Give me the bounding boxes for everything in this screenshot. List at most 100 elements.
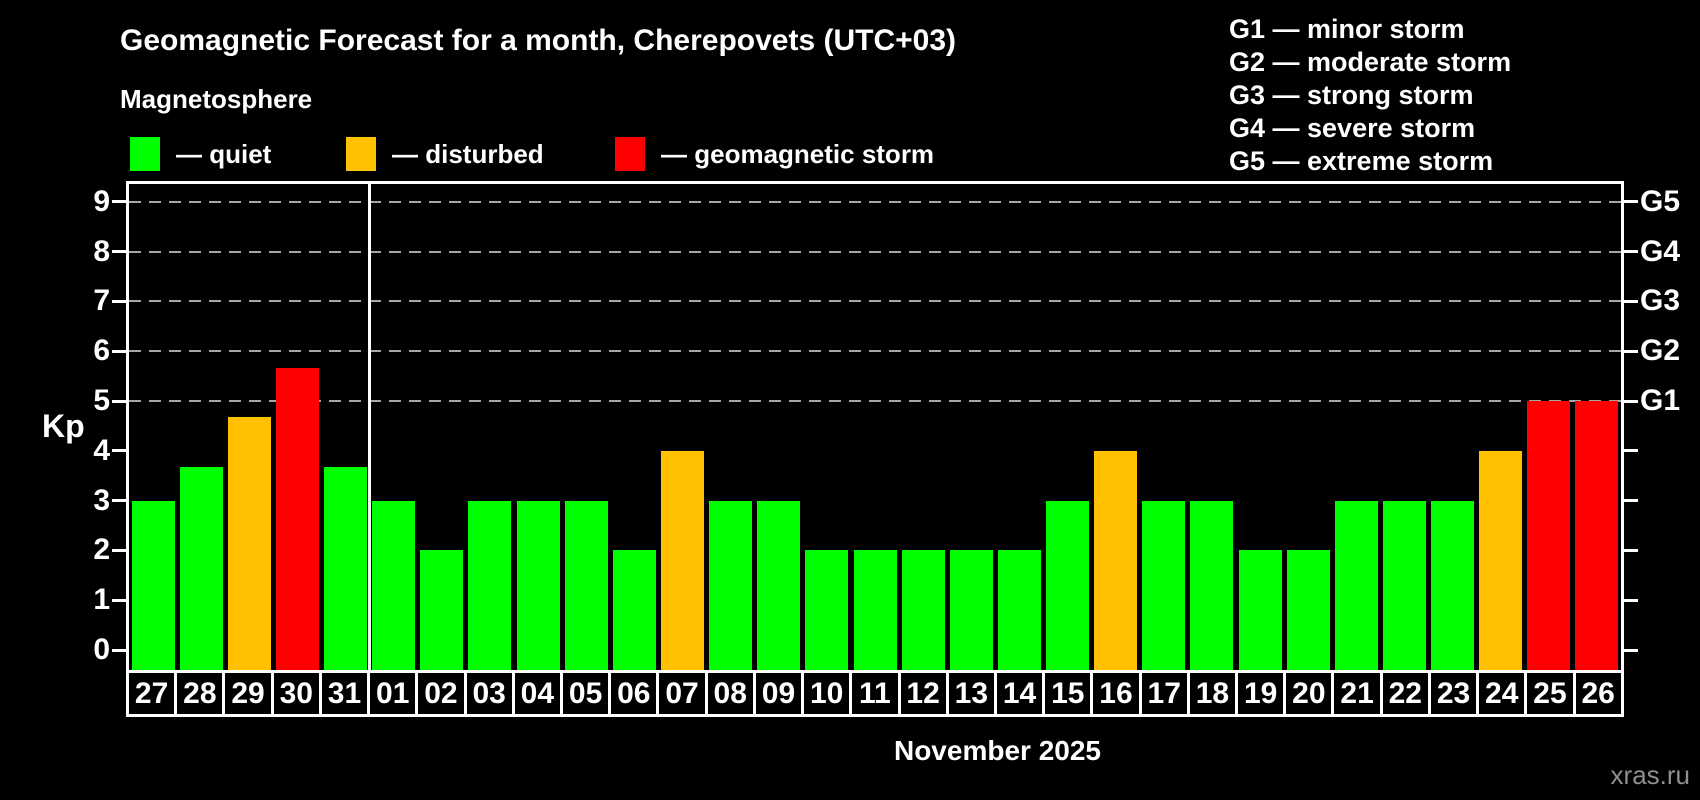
left-tick-label-9: 9 bbox=[93, 184, 110, 218]
kp-bar-10 bbox=[805, 550, 849, 670]
legend-label: — geomagnetic storm bbox=[661, 138, 935, 169]
right-tick-7 bbox=[1624, 299, 1638, 303]
date-cell-30: 30 bbox=[274, 673, 322, 714]
left-tick-4 bbox=[112, 449, 126, 453]
date-cell-08: 08 bbox=[708, 673, 756, 714]
kp-bar-04 bbox=[516, 500, 560, 670]
disturbed-swatch-icon bbox=[346, 137, 376, 171]
date-cell-05: 05 bbox=[563, 673, 612, 714]
left-tick-label-3: 3 bbox=[93, 483, 110, 517]
gridline-kp7 bbox=[129, 300, 1621, 303]
storm-scale-line-g1: G1 — minor storm bbox=[1229, 14, 1465, 44]
kp-bar-23 bbox=[1431, 500, 1475, 670]
date-cell-21: 21 bbox=[1334, 673, 1383, 714]
kp-bar-14 bbox=[997, 550, 1041, 670]
kp-bar-08 bbox=[709, 500, 753, 670]
date-cell-18: 18 bbox=[1190, 673, 1239, 714]
left-tick-5 bbox=[112, 399, 126, 403]
right-tick-1 bbox=[1624, 598, 1638, 602]
date-cell-09: 09 bbox=[756, 673, 805, 714]
date-cell-23: 23 bbox=[1431, 673, 1480, 714]
kp-bar-24 bbox=[1479, 450, 1523, 670]
right-axis-label-g1: G1 bbox=[1640, 384, 1681, 417]
kp-bar-02 bbox=[420, 550, 464, 670]
kp-bar-21 bbox=[1334, 500, 1378, 670]
date-cell-04: 04 bbox=[515, 673, 563, 714]
legend-label: — quiet bbox=[176, 138, 272, 169]
right-tick-3 bbox=[1624, 499, 1638, 503]
kp-bar-26 bbox=[1575, 401, 1619, 670]
left-tick-label-0: 0 bbox=[93, 633, 110, 666]
kp-bar-25 bbox=[1527, 401, 1571, 670]
legend-label: — disturbed bbox=[392, 138, 544, 169]
right-tick-5 bbox=[1624, 399, 1638, 403]
right-axis-label-g2: G2 bbox=[1640, 334, 1681, 368]
storm-scale-line-g3: G3 — strong storm bbox=[1229, 80, 1474, 110]
left-tick-label-6: 6 bbox=[93, 334, 110, 368]
right-tick-0 bbox=[1624, 648, 1638, 652]
kp-bar-03 bbox=[468, 500, 512, 670]
left-tick-2 bbox=[112, 548, 126, 552]
kp-bar-01 bbox=[372, 500, 416, 670]
kp-bar-30 bbox=[275, 367, 319, 670]
gridline-kp6 bbox=[129, 350, 1621, 353]
date-cell-02: 02 bbox=[418, 673, 467, 714]
date-cell-13: 13 bbox=[949, 673, 997, 714]
date-cell-17: 17 bbox=[1142, 673, 1190, 714]
month-separator bbox=[368, 184, 372, 670]
quiet-swatch-icon bbox=[130, 137, 160, 171]
kp-bar-16 bbox=[1094, 450, 1138, 670]
kp-bar-07 bbox=[660, 450, 704, 670]
left-tick-9 bbox=[112, 200, 126, 204]
date-cell-03: 03 bbox=[467, 673, 515, 714]
kp-bar-12 bbox=[901, 550, 945, 670]
storm-scale-legend: G1 — minor storm G2 — moderate storm G3 … bbox=[1229, 13, 1511, 178]
storm-scale-line-g4: G4 — severe storm bbox=[1229, 113, 1476, 143]
date-cell-24: 24 bbox=[1479, 673, 1528, 714]
kp-bar-31 bbox=[324, 467, 368, 670]
x-axis-title: November 2025 bbox=[893, 735, 1101, 766]
kp-bar-05 bbox=[564, 500, 608, 670]
storm-swatch-icon bbox=[615, 137, 645, 171]
storm-scale-line-g5: G5 — extreme storm bbox=[1229, 146, 1494, 176]
right-tick-2 bbox=[1624, 548, 1638, 552]
date-cell-22: 22 bbox=[1383, 673, 1431, 714]
y-axis-title: Kp bbox=[42, 408, 85, 444]
date-cell-19: 19 bbox=[1238, 673, 1287, 714]
plot-area bbox=[126, 181, 1624, 670]
kp-bar-19 bbox=[1238, 550, 1282, 670]
date-cell-07: 07 bbox=[659, 673, 708, 714]
date-cell-27: 27 bbox=[129, 673, 178, 714]
chart-title: Geomagnetic Forecast for a month, Cherep… bbox=[120, 24, 957, 57]
kp-bar-20 bbox=[1286, 550, 1330, 670]
right-tick-8 bbox=[1624, 250, 1638, 254]
gridline-kp8 bbox=[129, 250, 1621, 253]
kp-bar-11 bbox=[853, 550, 897, 670]
date-cell-31: 31 bbox=[322, 673, 371, 714]
left-tick-label-2: 2 bbox=[93, 533, 110, 567]
left-tick-7 bbox=[112, 299, 126, 303]
right-tick-6 bbox=[1624, 349, 1638, 353]
kp-bar-27 bbox=[131, 500, 175, 670]
gridline-kp9 bbox=[129, 200, 1621, 203]
left-tick-label-7: 7 bbox=[93, 284, 110, 318]
left-tick-label-1: 1 bbox=[93, 583, 110, 617]
date-cell-10: 10 bbox=[804, 673, 853, 714]
date-cell-12: 12 bbox=[901, 673, 949, 714]
left-tick-label-8: 8 bbox=[93, 234, 110, 268]
left-tick-6 bbox=[112, 349, 126, 353]
kp-bar-13 bbox=[949, 550, 993, 670]
date-cell-20: 20 bbox=[1286, 673, 1335, 714]
right-tick-9 bbox=[1624, 200, 1638, 204]
storm-scale-line-g2: G2 — moderate storm bbox=[1229, 47, 1512, 77]
right-tick-4 bbox=[1624, 449, 1638, 453]
left-tick-0 bbox=[112, 648, 126, 652]
kp-bar-17 bbox=[1142, 500, 1186, 670]
right-axis-label-g3: G3 bbox=[1640, 284, 1681, 318]
watermark: xras.ru bbox=[1610, 760, 1690, 790]
date-cell-16: 16 bbox=[1093, 673, 1142, 714]
left-tick-1 bbox=[112, 598, 126, 602]
kp-bar-28 bbox=[179, 467, 223, 670]
date-cell-15: 15 bbox=[1045, 673, 1094, 714]
date-cell-01: 01 bbox=[370, 673, 419, 714]
